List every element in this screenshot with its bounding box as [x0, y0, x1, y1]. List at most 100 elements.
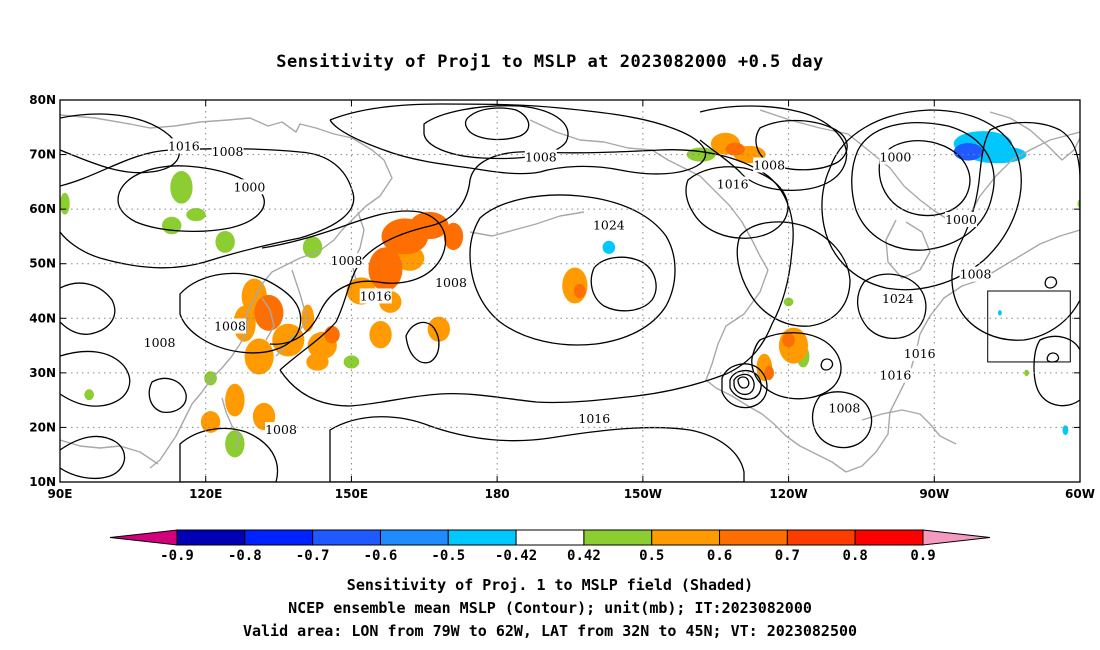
figure-title: Sensitivity of Proj1 to MSLP at 20230820…: [276, 52, 823, 72]
sensitivity-positive-patch-1: [186, 208, 206, 222]
colorbar-swatch-4: [447, 529, 517, 546]
colorbar-low-triangle: [109, 529, 178, 546]
sensitivity-negative-patch-19: [997, 310, 1002, 316]
colorbar: -0.9 -0.8 -0.7 -0.6 -0.5 -0.42 0.42 0.5 0.6 0.7 0.…: [109, 529, 991, 564]
sensitivity-positive-patch-2: [162, 216, 182, 235]
coastline-kamchatka: [351, 211, 365, 281]
contour-label-bg-9: [716, 176, 749, 192]
caption-line-3: Valid area: LON from 79W to 62W, LAT fro…: [243, 622, 857, 640]
colorbar-swatch-1: [244, 529, 314, 546]
lat-tick-label-50N: 50N: [29, 257, 56, 271]
isobar-1024-atlantic-lobe: [1033, 335, 1080, 407]
isobar-1008-south-pacific: [179, 427, 279, 482]
isobar-1000-hudson-low: [878, 140, 971, 217]
colorbar-swatch-3: [379, 529, 449, 546]
sensitivity-positive-patch-4: [302, 236, 323, 259]
colorbar-level-5: -0.42: [495, 548, 537, 564]
isobar-1008-hurricane-outer: [721, 363, 768, 409]
sensitivity-positive-patch-42: [368, 247, 403, 291]
coastline-north-america-west: [705, 269, 847, 473]
contour-label-bg-12: [879, 149, 912, 165]
lon-tick-label-120W: 120W: [769, 487, 807, 501]
contour-label-18: 1016: [578, 411, 610, 426]
lat-tick-label-20N: 20N: [29, 420, 56, 434]
coastline-korea: [261, 297, 275, 341]
isobar-1008-hudson-outer: [851, 122, 995, 251]
isobar-1000-low: [117, 165, 265, 233]
contour-label-19: 1016: [904, 346, 936, 361]
isobar-1008-north-pacific-w: [261, 210, 447, 345]
lon-tick-label-60W: 60W: [1065, 487, 1095, 501]
sensitivity-positive-patch-3: [215, 230, 235, 253]
isobar-1024-atlantic: [951, 121, 1080, 341]
lat-tick-label-40N: 40N: [29, 311, 56, 325]
contour-label-6: 1016: [360, 288, 392, 303]
coastline-eurasia-north: [60, 114, 385, 161]
lon-tick-label-90E: 90E: [48, 487, 73, 501]
coastline-greenland: [989, 111, 1080, 161]
isobar-1016-west: [60, 113, 180, 174]
colorbar-level-10: 0.8: [843, 548, 868, 564]
contour-label-bg-19: [903, 345, 936, 361]
colorbar-level-2: -0.7: [296, 548, 330, 564]
colorbar-high-triangle: [922, 529, 991, 546]
contour-label-bg-6: [359, 288, 392, 304]
contour-label-21: 1008: [829, 400, 861, 415]
isobar-hurricane-ring-1: [729, 369, 762, 400]
contour-label-bg-13: [945, 212, 977, 228]
colorbar-swatch-0: [176, 529, 246, 546]
sensitivity-positive-patch-14: [1024, 369, 1029, 377]
colorbar-swatch-9: [786, 529, 856, 546]
isobar-1016-southwest-asia: [60, 435, 126, 480]
sensitivity-positive-patch-6: [343, 355, 360, 369]
contour-label-13: 1000: [945, 212, 977, 227]
contour-label-14: 1008: [960, 267, 992, 282]
contour-label-1: 1008: [212, 144, 244, 159]
sensitivity-positive-patch-40: [254, 294, 284, 331]
contour-label-bg-14: [959, 266, 992, 282]
coastline-philippines: [221, 397, 241, 449]
coastline-gulf-mexico: [861, 409, 957, 445]
contour-label-bg-0: [167, 138, 200, 154]
sensitivity-positive-patch-47: [782, 333, 795, 348]
contour-label-bg-1: [211, 143, 244, 159]
coastline-alaska: [529, 119, 769, 271]
colorbar-level-11: 0.9: [910, 548, 935, 564]
contour-label-bg-2: [233, 179, 266, 195]
caption: Sensitivity of Proj. 1 to MSLP field (Sh…: [243, 576, 857, 640]
isobar-hurricane-ring-3: [737, 376, 750, 389]
sensitivity-positive-patch-34: [562, 267, 588, 304]
sensitivity-positive-patch-41: [324, 325, 340, 344]
colorbar-swatch-6: [583, 529, 653, 546]
sensitivity-negative-patch-17: [602, 240, 616, 254]
valid-area-box: [987, 290, 1071, 363]
isobar-1008-low-pacific: [405, 321, 440, 364]
colorbar-level-7: 0.5: [639, 548, 664, 564]
sensitivity-positive-patch-7: [225, 430, 245, 458]
contour-label-2: 1000: [234, 179, 266, 194]
lat-tick-label-10N: 10N: [29, 475, 56, 489]
contour-label-4: 1008: [144, 335, 176, 350]
lon-tick-label-150E: 150E: [335, 487, 368, 501]
isobar-small-ring-east-us: [820, 358, 834, 371]
longitude-axis: 90E 120E 150E 180 150W 120W 90W 60W: [48, 100, 1095, 501]
contour-label-bg-11: [592, 217, 625, 233]
contour-label-bg-10: [753, 157, 786, 173]
lat-tick-label-60N: 60N: [29, 202, 56, 216]
contour-label-9: 1016: [717, 177, 749, 192]
lon-tick-label-180: 180: [485, 487, 510, 501]
sensitivity-positive-patch-29: [369, 321, 392, 349]
colorbar-swatch-8: [719, 529, 788, 546]
contour-label-20: 1016: [880, 368, 912, 383]
isobar-1000-canada-low: [755, 119, 848, 171]
isobar-1016-east-pacific-south: [751, 332, 842, 400]
lat-tick-label-70N: 70N: [29, 148, 56, 162]
lon-tick-label-120E: 120E: [189, 487, 222, 501]
colorbar-swatch-7: [651, 529, 721, 546]
contour-label-bg-8: [524, 149, 557, 165]
contour-label-bg-20: [879, 367, 912, 383]
coastline-south-china: [60, 439, 159, 465]
colorbar-swatch-5: [515, 529, 585, 546]
sensitivity-positive-patch-12: [783, 297, 794, 307]
